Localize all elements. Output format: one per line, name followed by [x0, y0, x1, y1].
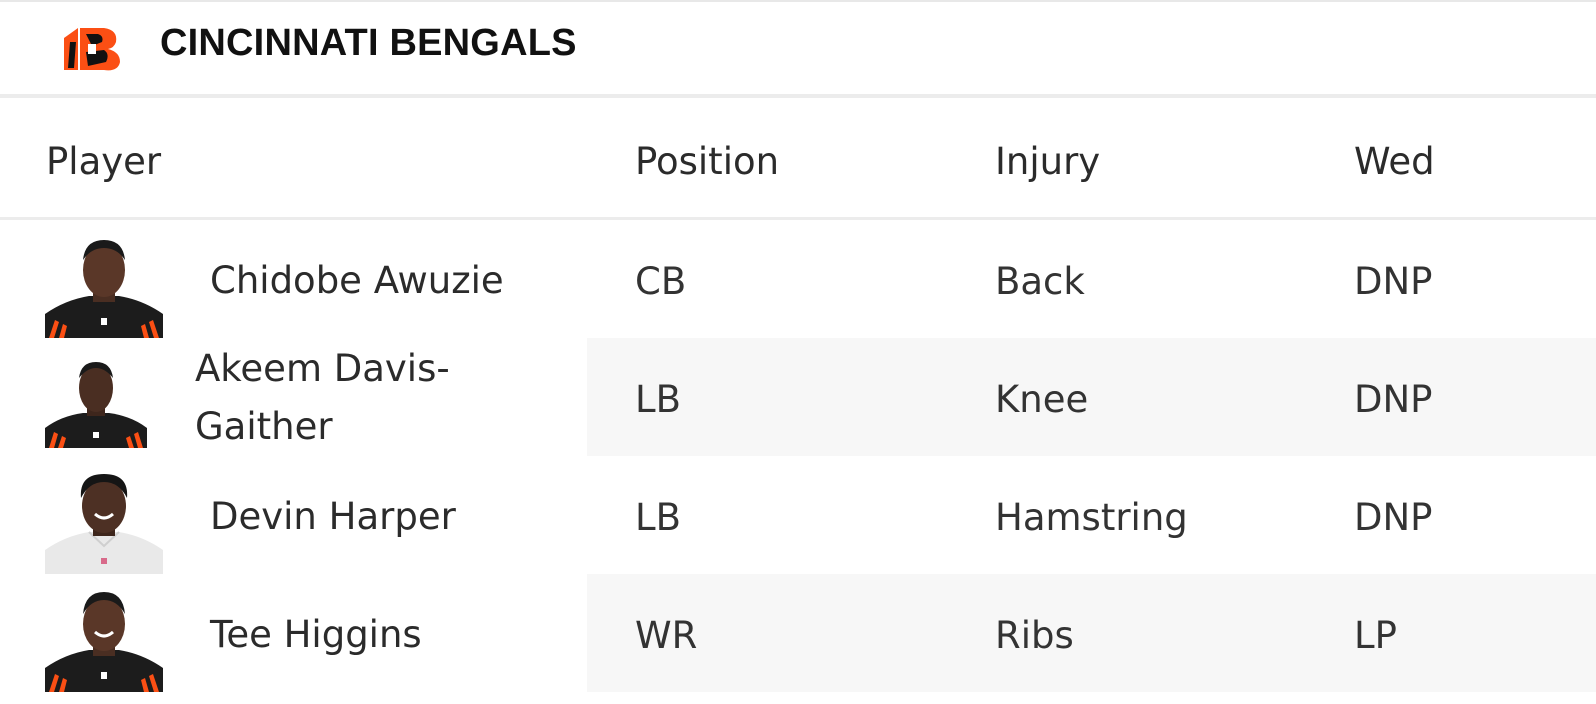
- wed-status-cell: DNP: [1354, 260, 1433, 303]
- injury-cell: Hamstring: [995, 496, 1188, 539]
- bengals-logo-icon: [64, 28, 120, 71]
- player-headshot[interactable]: [45, 474, 163, 574]
- row-shading: [587, 574, 1596, 692]
- table-row: Chidobe Awuzie CB Back DNP: [0, 220, 1596, 338]
- player-headshot[interactable]: [45, 358, 147, 448]
- player-name[interactable]: Devin Harper: [210, 495, 456, 538]
- table-header-row: Player Position Injury Wed: [0, 98, 1596, 220]
- table-row: Tee Higgins WR Ribs LP: [0, 574, 1596, 692]
- team-header: CINCINNATI BENGALS: [0, 0, 1596, 98]
- team-name: CINCINNATI BENGALS: [160, 22, 577, 64]
- wed-status-cell: DNP: [1354, 496, 1433, 539]
- player-headshot[interactable]: [45, 238, 163, 338]
- wed-status-cell: LP: [1354, 614, 1397, 657]
- player-name-line-2[interactable]: Gaither: [195, 405, 333, 448]
- table-row: Akeem Davis- Gaither LB Knee DNP: [0, 338, 1596, 456]
- column-header-player[interactable]: Player: [46, 140, 162, 183]
- injury-cell: Back: [995, 260, 1085, 303]
- injury-cell: Knee: [995, 378, 1089, 421]
- player-headshot[interactable]: [45, 592, 163, 692]
- column-header-wed[interactable]: Wed: [1354, 140, 1435, 183]
- player-name-line-1[interactable]: Akeem Davis-: [195, 347, 450, 390]
- row-shading: [587, 338, 1596, 456]
- position-cell: LB: [635, 378, 681, 421]
- wed-status-cell: DNP: [1354, 378, 1433, 421]
- position-cell: WR: [635, 614, 698, 657]
- position-cell: LB: [635, 496, 681, 539]
- column-header-injury[interactable]: Injury: [995, 140, 1101, 183]
- player-name[interactable]: Chidobe Awuzie: [210, 259, 504, 302]
- player-name[interactable]: Tee Higgins: [210, 613, 422, 656]
- table-row: Devin Harper LB Hamstring DNP: [0, 456, 1596, 574]
- injury-cell: Ribs: [995, 614, 1074, 657]
- position-cell: CB: [635, 260, 687, 303]
- column-header-position[interactable]: Position: [635, 140, 780, 183]
